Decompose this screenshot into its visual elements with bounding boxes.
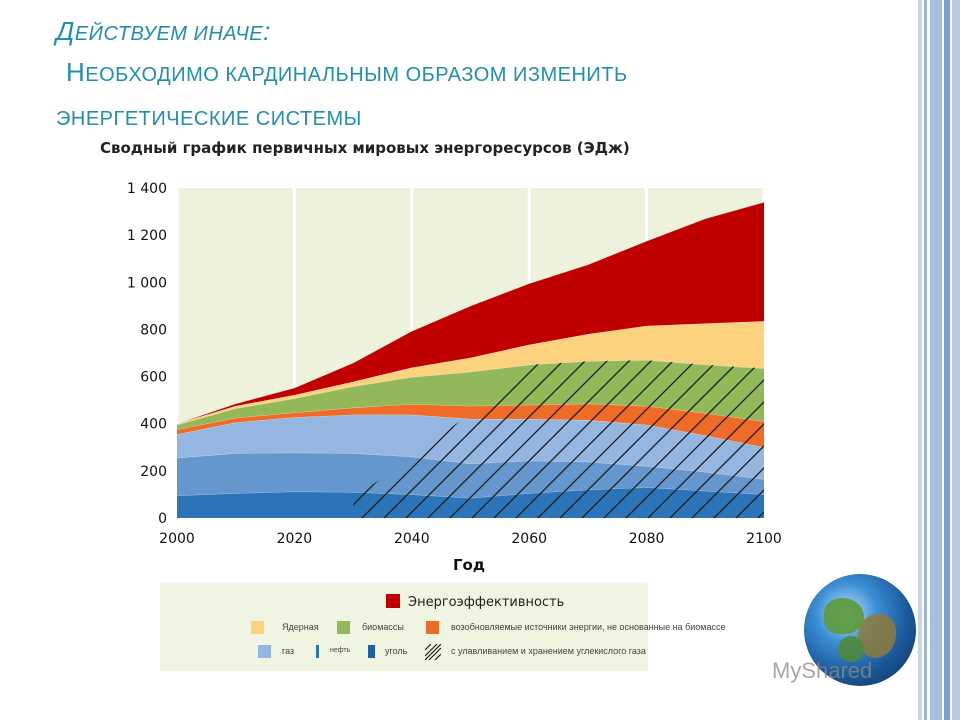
y-axis-tick-labels: 0 200 400 600 800 1 000 1 200 1 400 (127, 181, 167, 527)
legend-nuclear: Ядерная (282, 622, 319, 632)
x-tick-label: 2080 (629, 531, 665, 547)
y-tick-label: 800 (140, 322, 167, 338)
heading-line-1: ДЕЙСТВУЕМ ИНАЧЕ: (56, 16, 271, 46)
legend-title: Энергоэффективность (386, 594, 564, 610)
legend-biomass: биомассы (362, 622, 404, 632)
heading-line-2: НЕОБХОДИМО КАРДИНАЛЬНЫМ ОБРАЗОМ ИЗМЕНИТЬ (66, 57, 628, 87)
slide-border (918, 0, 960, 720)
legend-gas: газ (282, 646, 295, 656)
legend-panel (160, 583, 648, 671)
x-tick-label: 2040 (394, 531, 430, 547)
coal-swatch (368, 645, 375, 658)
slide-heading: ДЕЙСТВУЕМ ИНАЧЕ: НЕОБХОДИМО КАРДИНАЛЬНЫМ… (56, 14, 876, 139)
x-tick-label: 2060 (511, 531, 547, 547)
x-tick-label: 2100 (746, 531, 782, 547)
x-tick-label: 2020 (277, 531, 313, 547)
x-tick-label: 2000 (159, 531, 195, 547)
legend-ccs: с улавливанием и хранением углекислого г… (451, 646, 646, 656)
globe-image (804, 574, 916, 686)
legend-oil: нефть (330, 647, 351, 654)
biomass-swatch (337, 621, 350, 634)
gas-swatch (258, 645, 271, 658)
renewables-swatch (426, 621, 439, 634)
nuclear-swatch (251, 621, 264, 634)
y-tick-label: 1 400 (127, 181, 167, 197)
efficiency-area-edge (176, 201, 765, 425)
efficiency-swatch (386, 594, 400, 608)
legend-coal: уголь (385, 646, 408, 656)
x-axis-label: Год (453, 556, 485, 574)
y-tick-label: 1 000 (127, 275, 167, 291)
y-tick-label: 200 (140, 464, 167, 480)
legend-renewables: возобновляемые источники энергии, не осн… (451, 622, 726, 632)
oil-swatch (316, 645, 319, 658)
efficiency-area (177, 202, 764, 424)
watermark: MyShared (772, 658, 873, 683)
heading-line-3: ЭНЕРГЕТИЧЕСКИЕ СИСТЕМЫ (56, 108, 362, 130)
ccs-swatch (425, 644, 441, 660)
y-tick-label: 400 (140, 417, 167, 433)
ccs-hatch-region (353, 360, 764, 518)
x-axis-tick-labels: 2000 2020 2040 2060 2080 2100 (159, 531, 782, 547)
y-tick-label: 1 200 (127, 228, 167, 244)
y-tick-label: 600 (140, 370, 167, 386)
nuclear-area (177, 321, 764, 425)
y-tick-label: 0 (158, 511, 167, 527)
chart-title: Сводный график первичных мировых энергор… (100, 139, 630, 157)
